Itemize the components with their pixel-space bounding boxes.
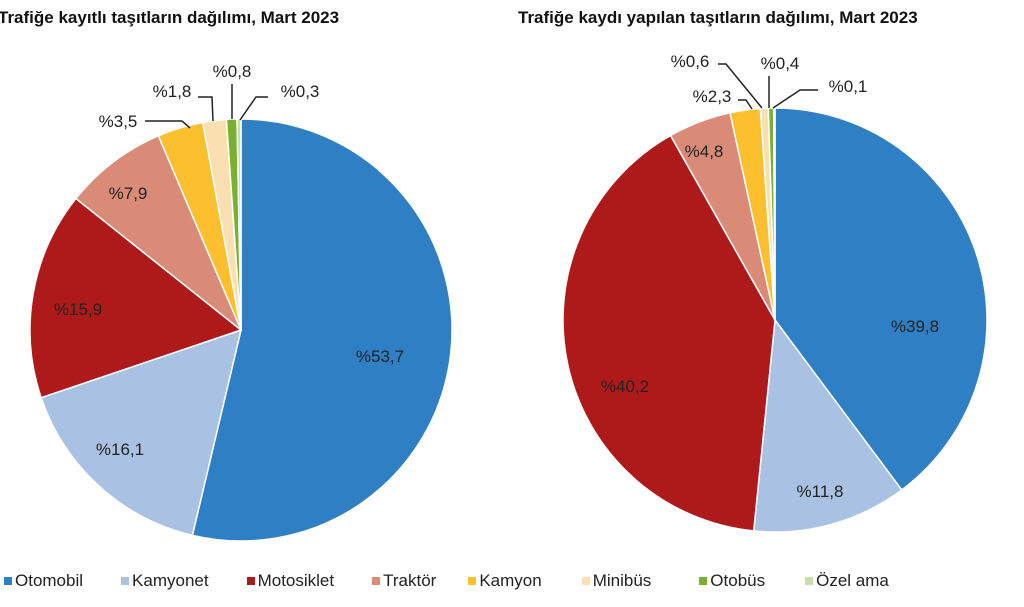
legend-swatch [468,577,477,585]
data-label: %15,9 [54,300,102,319]
data-label: %39,8 [891,317,939,336]
legend-label: Kamyon [479,571,542,590]
legend-item: Motosiklet [246,571,335,591]
legend-item: Traktör [372,571,436,591]
data-label: %7,9 [109,184,148,203]
data-label: %4,8 [685,142,724,161]
legend-swatch [372,577,381,585]
legend-swatch [699,577,708,585]
leader-line [738,99,753,110]
data-label: %2,3 [693,87,732,106]
data-label: %0,6 [671,52,710,71]
legend-item: Otomobil [4,571,83,591]
data-label: %11,8 [797,482,844,501]
pie-slice-motosiklet [562,134,776,532]
legend-swatch [581,577,590,585]
legend-swatch [246,577,255,585]
pie-slice-traktör [74,134,242,331]
data-label: %1,8 [153,82,192,101]
legend: Otomobil Kamyonet Motosiklet Traktör Kamyon M… [4,571,889,591]
legend-label: Otomobil [15,571,84,590]
leader-line [198,96,214,122]
data-label: %3,5 [99,112,138,131]
legend-item: Otobüs [699,571,765,591]
legend-label: Kamyonet [132,571,209,590]
legend-label: Otobüs [710,571,766,590]
legend-item: Özel ama [805,571,889,591]
leader-line [772,89,818,109]
data-label: %0,4 [761,54,800,73]
legend-label: Traktör [383,571,437,590]
data-label: %0,1 [829,77,868,96]
leader-line [145,120,191,129]
legend-swatch [121,577,130,585]
legend-swatch [4,577,12,585]
data-label: %0,8 [213,62,252,81]
legend-label: Minibüs [592,571,652,590]
legend-label: Özel ama [816,571,889,590]
leader-line [239,96,268,121]
legend-label: Motosiklet [257,571,335,590]
data-label: %16,1 [96,440,144,459]
pie-slice-otomobil [191,118,453,542]
leader-line [718,63,763,109]
legend-item: Minibüs [581,571,652,591]
legend-item: Kamyon [468,571,542,591]
pie-slice-otomobil [774,107,988,491]
data-label: %53,7 [356,347,404,366]
chart-title-left: Trafiğe kayıtlı taşıtların dağılımı, Mar… [0,8,340,27]
pie-slice-motosiklet [29,197,243,399]
pie-slice-kamyonet [752,318,903,533]
chart-title-right: Trafiğe kaydı yapılan taşıtların dağılım… [518,8,918,27]
data-label: %0,3 [281,82,320,101]
legend-item: Kamyonet [121,571,209,591]
legend-swatch [805,577,814,585]
data-label: %40,2 [601,377,649,396]
